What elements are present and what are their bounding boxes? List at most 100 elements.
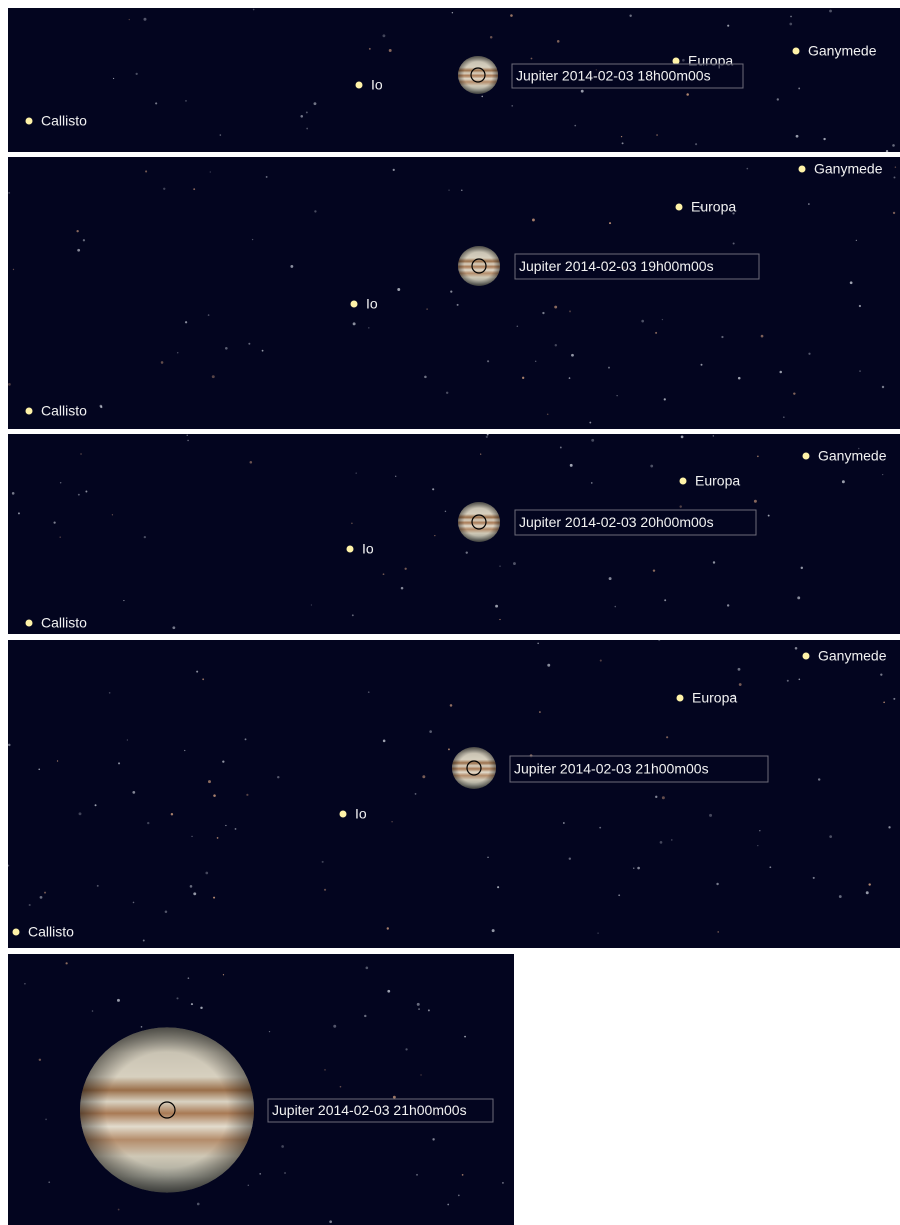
star xyxy=(747,168,749,170)
moon-label: Io xyxy=(362,541,374,557)
star xyxy=(369,48,371,50)
star xyxy=(208,780,211,783)
star xyxy=(600,660,602,662)
star xyxy=(18,512,20,514)
star xyxy=(185,321,187,323)
star xyxy=(557,40,560,43)
moon-dot xyxy=(799,166,806,173)
star xyxy=(513,562,516,565)
star xyxy=(686,93,689,96)
star xyxy=(351,522,353,524)
star xyxy=(448,748,450,750)
star xyxy=(769,866,771,868)
star xyxy=(487,434,489,436)
star xyxy=(447,1204,449,1206)
star xyxy=(716,883,718,885)
star xyxy=(314,210,316,212)
star xyxy=(80,453,81,454)
star xyxy=(208,314,210,316)
star xyxy=(446,392,448,394)
star xyxy=(539,711,541,713)
moon-label: Callisto xyxy=(41,113,87,129)
star xyxy=(492,929,495,932)
star xyxy=(450,704,453,707)
star xyxy=(416,1174,418,1176)
star xyxy=(40,896,43,899)
star xyxy=(387,927,389,929)
star xyxy=(97,885,99,887)
star xyxy=(187,440,188,441)
star xyxy=(393,1096,396,1099)
star xyxy=(165,910,168,913)
screenshot: IoCallistoEuropaGanymedeJupiter 2014-02-… xyxy=(0,0,900,1225)
moon-label: Ganymede xyxy=(808,43,877,59)
star xyxy=(799,679,801,681)
jupiter-label: Jupiter 2014-02-03 18h00m00s xyxy=(516,68,711,84)
star xyxy=(464,1036,466,1038)
star xyxy=(614,606,616,608)
star xyxy=(480,454,481,455)
star xyxy=(83,239,85,241)
star xyxy=(531,58,533,60)
star xyxy=(184,750,185,751)
star xyxy=(177,352,178,353)
star xyxy=(248,1185,249,1186)
star xyxy=(395,476,396,477)
star xyxy=(112,514,113,515)
star xyxy=(486,436,488,438)
moon-dot xyxy=(793,48,800,55)
star xyxy=(621,136,622,137)
star xyxy=(45,1119,47,1121)
star xyxy=(113,78,114,79)
star xyxy=(542,312,544,314)
moon-label: Io xyxy=(355,806,367,822)
star xyxy=(681,436,684,439)
star xyxy=(547,413,549,415)
star xyxy=(457,304,459,306)
sky-panel: IoCallistoEuropaGanymedeJupiter 2014-02-… xyxy=(8,8,900,152)
star xyxy=(127,739,128,740)
star xyxy=(499,565,500,566)
star xyxy=(253,9,255,11)
star xyxy=(118,762,120,764)
star xyxy=(405,1048,407,1050)
star xyxy=(754,500,757,503)
jupiter-shade xyxy=(458,246,500,286)
star xyxy=(306,111,308,113)
star xyxy=(187,435,188,436)
star xyxy=(368,327,369,328)
star xyxy=(250,461,253,464)
star xyxy=(445,511,446,512)
star xyxy=(893,212,895,214)
star xyxy=(547,664,550,667)
star xyxy=(300,115,303,118)
star xyxy=(366,967,369,970)
star xyxy=(269,1031,270,1032)
star xyxy=(39,1059,41,1061)
sky-panel: IoCallistoEuropaGanymedeJupiter 2014-02-… xyxy=(8,434,900,634)
jupiter-shade xyxy=(458,56,498,94)
star xyxy=(532,219,535,222)
star xyxy=(235,828,237,830)
sky xyxy=(8,640,900,948)
star xyxy=(225,825,226,826)
star xyxy=(608,367,610,369)
star xyxy=(888,826,890,828)
sky xyxy=(8,434,900,634)
star xyxy=(886,150,888,152)
star xyxy=(554,306,557,309)
star xyxy=(322,861,324,863)
star xyxy=(193,188,195,190)
star xyxy=(618,894,620,896)
star xyxy=(793,392,795,394)
star xyxy=(481,96,483,98)
jupiter-label: Jupiter 2014-02-03 19h00m00s xyxy=(519,258,714,274)
star xyxy=(452,12,453,13)
star xyxy=(759,830,760,831)
star xyxy=(581,90,584,93)
star xyxy=(266,176,268,178)
star xyxy=(709,814,712,817)
star xyxy=(136,73,138,75)
moon-dot xyxy=(356,82,363,89)
sky-panel: Jupiter 2014-02-03 21h00m00s xyxy=(8,954,514,1225)
